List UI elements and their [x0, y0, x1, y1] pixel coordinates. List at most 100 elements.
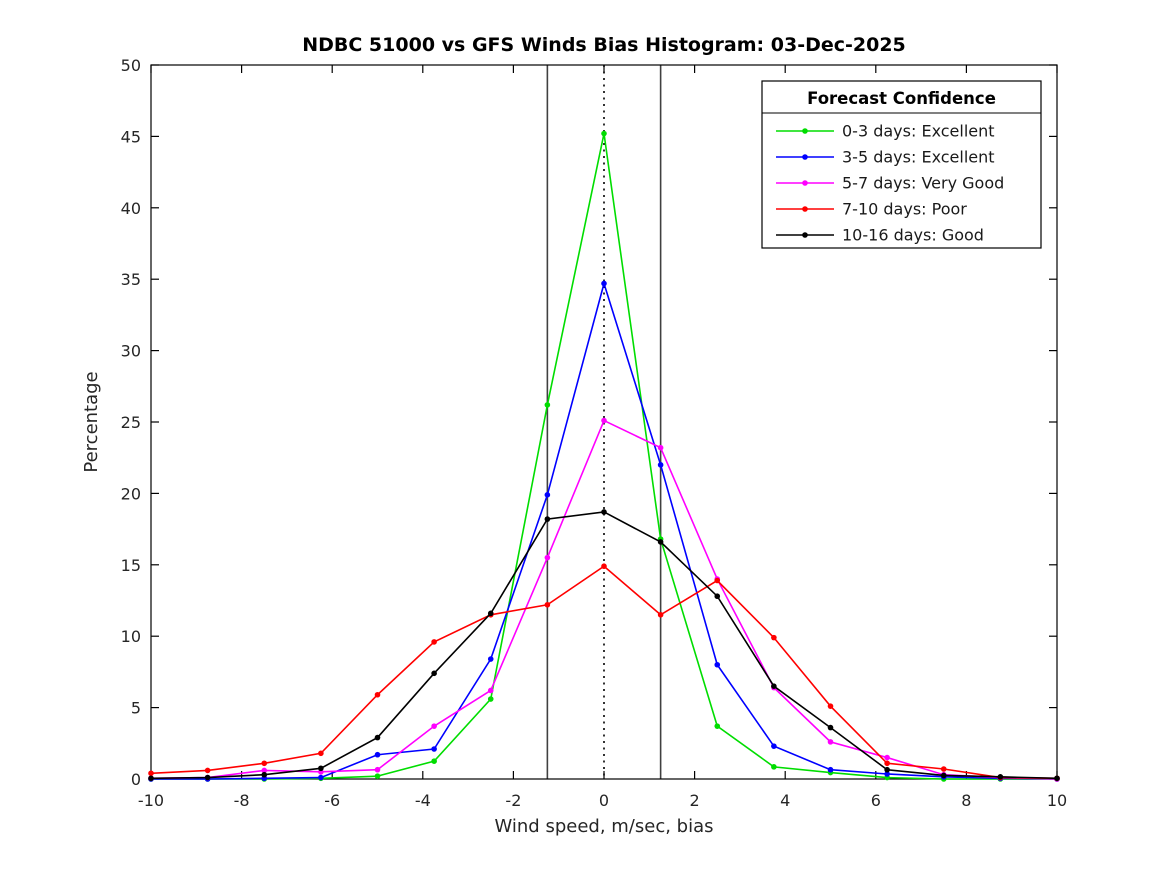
plot-area: -10 -8 -6 -4 -2 0 2 4 6 8 10 0 5 10 15 20 25 30 35 40 45 50 Fo… — [121, 56, 1068, 810]
series-0-3-days-marker — [544, 402, 551, 408]
series-7-10-days-marker — [148, 770, 154, 777]
series-7-10-days-marker — [714, 577, 721, 584]
x-tick-label: -10 — [138, 791, 164, 810]
series-3-5-days-marker — [544, 492, 551, 498]
x-tick-label: 8 — [961, 791, 971, 810]
series-3-5-days-marker — [318, 774, 324, 781]
series-3-5-days-marker — [714, 661, 721, 668]
series-10-16-days-marker — [148, 775, 154, 782]
series-7-10-days-marker — [657, 611, 664, 618]
x-axis-label: Wind speed, m/sec, bias — [494, 816, 713, 837]
series-7-10-days-marker — [884, 760, 890, 767]
series-0-3-days-marker — [431, 758, 437, 764]
series-5-7-days-marker — [827, 739, 834, 745]
series-7-10-days-marker — [431, 639, 437, 645]
series-5-7-days-marker — [261, 767, 268, 774]
series-10-16-days-marker — [827, 724, 834, 731]
legend-item: 0-3 days: Excellent — [776, 122, 995, 141]
x-tick-label: -8 — [234, 791, 250, 810]
series-10-16-days-marker — [997, 774, 1004, 780]
series-5-7-days-marker — [544, 554, 551, 561]
y-tick-label: 25 — [121, 413, 141, 432]
x-tick-label: 4 — [780, 791, 790, 810]
legend: Forecast Confidence 0-3 days: Excellent 3-… — [761, 80, 1042, 249]
y-tick-label: 35 — [121, 270, 141, 289]
x-tick-label: 0 — [599, 791, 609, 810]
series-5-7-days-marker — [884, 754, 890, 761]
y-tick-label: 40 — [121, 199, 141, 218]
series-3-5-days-marker — [884, 771, 890, 777]
series-5-7-days-marker — [374, 766, 381, 773]
series-5-7-days-marker — [431, 723, 437, 729]
series-3-5-days-marker — [657, 462, 664, 468]
series-10-16-days-marker — [940, 772, 947, 779]
legend-item-label: 0-3 days: Excellent — [842, 122, 995, 141]
series-5-7-days-marker — [601, 417, 607, 424]
series-10-16-days-marker — [318, 765, 324, 772]
series-3-5-days-marker — [374, 751, 381, 758]
legend-marker — [802, 154, 808, 160]
series-0-3-days-marker — [374, 773, 381, 779]
legend-item: 3-5 days: Excellent — [776, 148, 995, 167]
series-10-16-days-marker — [1054, 775, 1060, 782]
series-10-16-days-marker — [714, 593, 721, 600]
series-10-16-days-marker — [657, 539, 664, 545]
x-tick-label: 6 — [871, 791, 881, 810]
series-10-16-days-marker — [261, 771, 268, 778]
legend-marker — [802, 232, 808, 238]
legend-item: 10-16 days: Good — [776, 226, 984, 245]
legend-item: 5-7 days: Very Good — [776, 174, 1004, 193]
series-3-5-days-marker — [827, 766, 834, 773]
series-0-3-days-marker — [487, 696, 494, 702]
legend-box — [761, 80, 1042, 249]
x-tick-label: -6 — [324, 791, 340, 810]
series-7-10-days-marker — [318, 750, 324, 757]
x-tick-label: 2 — [690, 791, 700, 810]
series-0-3-days-marker — [601, 130, 607, 137]
series-10-16-days-marker — [487, 610, 494, 617]
legend-title: Forecast Confidence — [807, 89, 996, 108]
series-7-10-days-marker — [261, 760, 268, 767]
x-tick-label: -4 — [415, 791, 431, 810]
x-tick-label: 10 — [1047, 791, 1067, 810]
series-7-10-days-marker — [771, 634, 777, 641]
y-tick-label: 20 — [121, 484, 141, 503]
y-tick-label: 0 — [131, 770, 141, 789]
legend-item-label: 10-16 days: Good — [842, 226, 984, 245]
series-10-16-days-marker — [431, 670, 437, 677]
series-0-3-days-marker — [771, 764, 777, 770]
legend-item-label: 3-5 days: Excellent — [842, 148, 995, 167]
series-3-5-days-marker — [601, 280, 607, 287]
series-10-16-days-marker — [374, 734, 381, 741]
series-7-10-days-marker — [544, 601, 551, 608]
legend-marker — [802, 128, 808, 134]
legend-marker — [802, 206, 808, 212]
series-10-16-days-marker — [601, 509, 607, 515]
y-tick-label: 45 — [121, 127, 141, 146]
series-7-10-days-marker — [204, 767, 211, 774]
y-tick-label: 50 — [121, 56, 141, 75]
chart-title: NDBC 51000 vs GFS Winds Bias Histogram: … — [302, 34, 906, 56]
x-tick-label: -2 — [505, 791, 521, 810]
series-3-5-days-marker — [487, 656, 494, 662]
legend-item-label: 5-7 days: Very Good — [842, 174, 1004, 193]
y-tick-label: 15 — [121, 556, 141, 575]
legend-marker — [802, 180, 808, 186]
series-7-10-days-marker — [940, 766, 947, 772]
series-10-16-days-marker — [884, 766, 890, 773]
series-0-3-days-marker — [714, 723, 721, 729]
legend-item: 7-10 days: Poor — [776, 200, 967, 219]
y-axis-label: Percentage — [81, 371, 102, 472]
series-7-10-days-marker — [601, 563, 607, 570]
series-3-5-days-marker — [771, 743, 777, 749]
y-tick-label: 10 — [121, 627, 141, 646]
y-tick-label: 30 — [121, 342, 141, 361]
series-10-16-days-marker — [544, 516, 551, 522]
y-tick-label: 5 — [131, 699, 141, 718]
series-7-10-days-marker — [827, 703, 834, 709]
series-5-7-days-marker — [657, 444, 664, 451]
series-5-7-days-marker — [487, 687, 494, 694]
series-3-5-days-marker — [431, 746, 437, 752]
